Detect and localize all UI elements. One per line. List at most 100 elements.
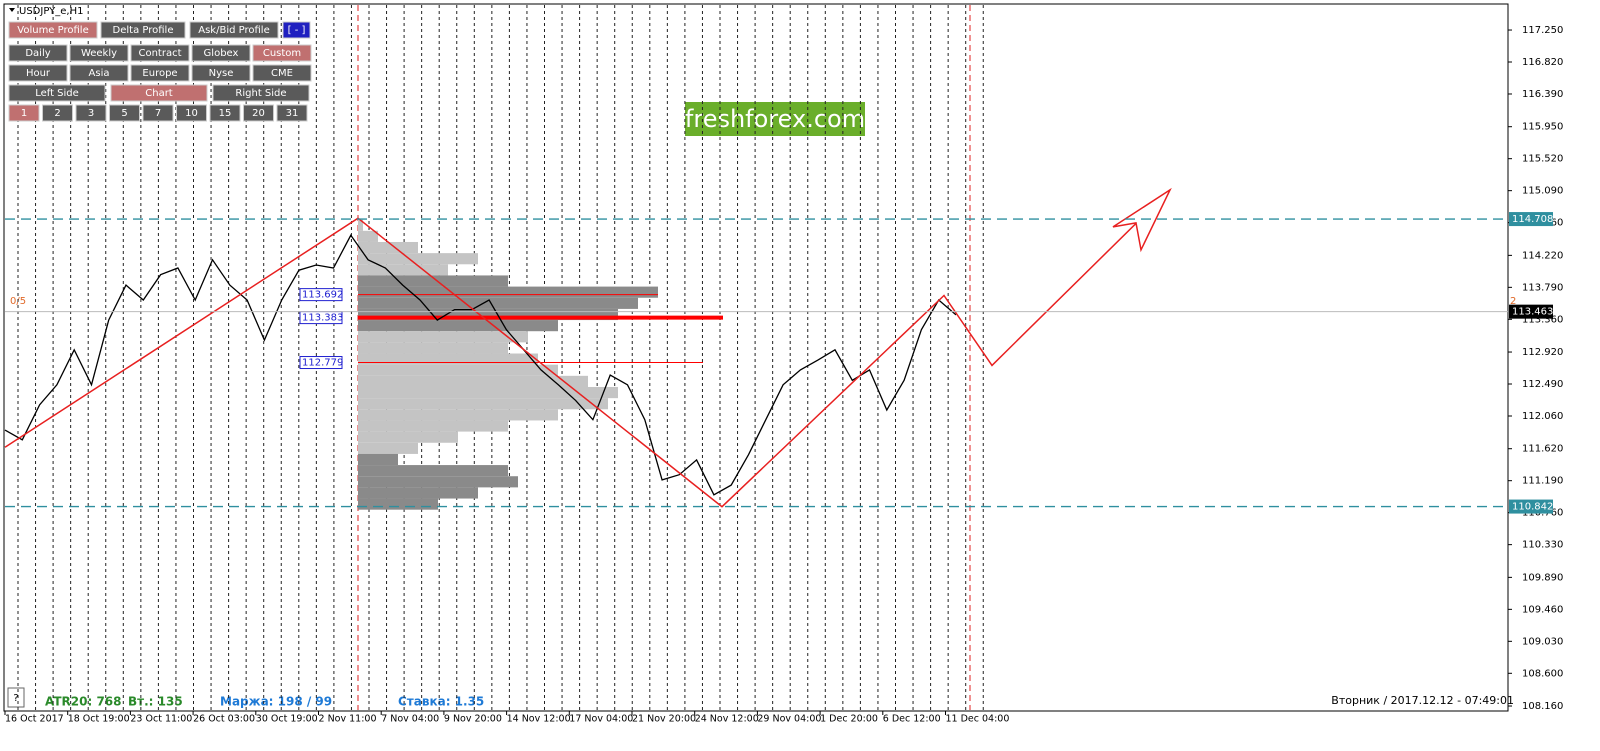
- toolbar-button[interactable]: [130, 44, 190, 62]
- toolbar-button[interactable]: [209, 104, 241, 122]
- trades: Вт.: 135: [128, 695, 183, 709]
- price-tick-label: 113.360: [1522, 314, 1563, 325]
- time-tick-label: 6 Dec 12:00: [883, 714, 941, 725]
- window-title: USDJPY_e,H1: [19, 6, 83, 17]
- toolbar-button[interactable]: [276, 104, 308, 122]
- price-tick-label: 116.820: [1522, 57, 1563, 68]
- toolbar-button[interactable]: [100, 21, 186, 39]
- toolbar-button[interactable]: [142, 104, 174, 122]
- price-tick-label: 114.220: [1522, 250, 1563, 261]
- datetime: Вторник / 2017.12.12 - 07:49:01: [1331, 694, 1514, 707]
- toolbar-button[interactable]: [75, 104, 107, 122]
- toolbar-button[interactable]: [42, 104, 73, 122]
- price-tick-label: 112.490: [1522, 379, 1563, 390]
- toolbar-button[interactable]: [191, 64, 251, 82]
- price-tick-label: 112.920: [1522, 347, 1563, 358]
- toolbar-button-label: Volume Profile: [17, 25, 88, 36]
- poc-label-box: [299, 356, 343, 370]
- toolbar-button[interactable]: [243, 104, 274, 122]
- volume-bar: [358, 286, 658, 298]
- toolbar-button-label: 5: [121, 108, 127, 119]
- poc-label: 113.692: [302, 290, 343, 301]
- level-label-box: [1509, 212, 1553, 227]
- volume-bar: [358, 331, 528, 343]
- volume-bar: [358, 241, 418, 254]
- volume-bar: [358, 386, 618, 399]
- price-tick-label: 109.890: [1522, 572, 1563, 583]
- price-tick-label: 115.950: [1522, 122, 1563, 133]
- price-tick-label: 111.190: [1522, 476, 1563, 487]
- toolbar-button-label: 15: [219, 108, 232, 119]
- level-label: 114.708: [1512, 214, 1553, 225]
- poc-label-box: [299, 288, 343, 302]
- arrow-head: [1112, 187, 1172, 253]
- volume-bar: [358, 498, 438, 510]
- toolbar-button-label: Nyse: [209, 68, 234, 79]
- toolbar-button[interactable]: [189, 21, 279, 39]
- toolbar-button-label: 3: [88, 108, 94, 119]
- toolbar-button-label: Right Side: [235, 88, 286, 99]
- toolbar-button[interactable]: [109, 104, 140, 122]
- toolbar-button[interactable]: [8, 84, 106, 102]
- price-tick-label: 111.620: [1522, 444, 1563, 455]
- time-tick-label: 7 Nov 04:00: [381, 714, 439, 725]
- toolbar-button-label: 10: [185, 108, 198, 119]
- volume-bar: [358, 487, 478, 499]
- poc-label: 113.383: [302, 313, 343, 324]
- toolbar-button[interactable]: [8, 44, 68, 62]
- toolbar-button[interactable]: [130, 64, 190, 82]
- price-tick-label: 108.600: [1522, 668, 1563, 679]
- toolbar-button[interactable]: [176, 104, 207, 122]
- price-tick-label: 115.090: [1522, 186, 1563, 197]
- toolbar-button[interactable]: [8, 104, 40, 122]
- price-tick-label: 113.790: [1522, 282, 1563, 293]
- volume-bar: [358, 398, 608, 410]
- toolbar-button-label: 20: [252, 108, 265, 119]
- toolbar-button[interactable]: [252, 64, 312, 82]
- level-label: 110.842: [1512, 502, 1553, 513]
- toolbar-button[interactable]: [252, 44, 312, 62]
- volume-bar: [358, 219, 363, 231]
- menu-triangle[interactable]: [9, 8, 15, 12]
- rate: Ставка: 1.35: [398, 695, 484, 709]
- help-button[interactable]: [7, 687, 25, 708]
- volume-bar: [358, 264, 448, 276]
- toolbar-button-label: 2: [54, 108, 60, 119]
- price-tick-label: 115.520: [1522, 154, 1563, 165]
- toolbar-button-label: 31: [286, 108, 299, 119]
- time-tick-label: 24 Nov 12:00: [695, 714, 759, 725]
- price-tick-label: 116.390: [1522, 89, 1563, 100]
- toolbar-button-label: 1: [21, 108, 27, 119]
- toolbar-button-label: Daily: [25, 48, 50, 59]
- time-tick-label: 11 Dec 04:00: [946, 714, 1010, 725]
- toolbar-button[interactable]: [110, 84, 208, 102]
- toolbar-button[interactable]: [191, 44, 251, 62]
- toolbar-button-label: Asia: [89, 68, 110, 79]
- time-tick-label: 30 Oct 19:00: [256, 714, 318, 725]
- atr: ATR20: 768: [45, 695, 122, 709]
- toolbar-button-label: [ - ]: [288, 25, 306, 36]
- volume-bar: [358, 476, 518, 488]
- time-tick-label: 23 Oct 11:00: [130, 714, 192, 725]
- toolbar-button-label: Chart: [145, 88, 173, 99]
- toolbar-button-label: Left Side: [35, 88, 79, 99]
- chart-frame: [3, 3, 1509, 712]
- toolbar-button[interactable]: [69, 44, 129, 62]
- price-tick-label: 112.060: [1522, 411, 1563, 422]
- logo: freshforex.com: [685, 105, 865, 133]
- toolbar-button[interactable]: [69, 64, 129, 82]
- volume-bar: [358, 230, 378, 242]
- price-tick-label: 117.250: [1522, 25, 1563, 36]
- right-marker: 2: [1510, 296, 1516, 307]
- volume-bar: [358, 442, 418, 454]
- volume-bar: [358, 320, 558, 332]
- toolbar-button[interactable]: [282, 21, 311, 39]
- toolbar-button[interactable]: [212, 84, 310, 102]
- volume-bar: [358, 431, 458, 443]
- toolbar-button[interactable]: [8, 21, 98, 39]
- toolbar-button[interactable]: [8, 64, 68, 82]
- help-label: ?: [13, 693, 18, 704]
- time-tick-label: 29 Nov 04:00: [757, 714, 821, 725]
- time-tick-label: 18 Oct 19:00: [68, 714, 130, 725]
